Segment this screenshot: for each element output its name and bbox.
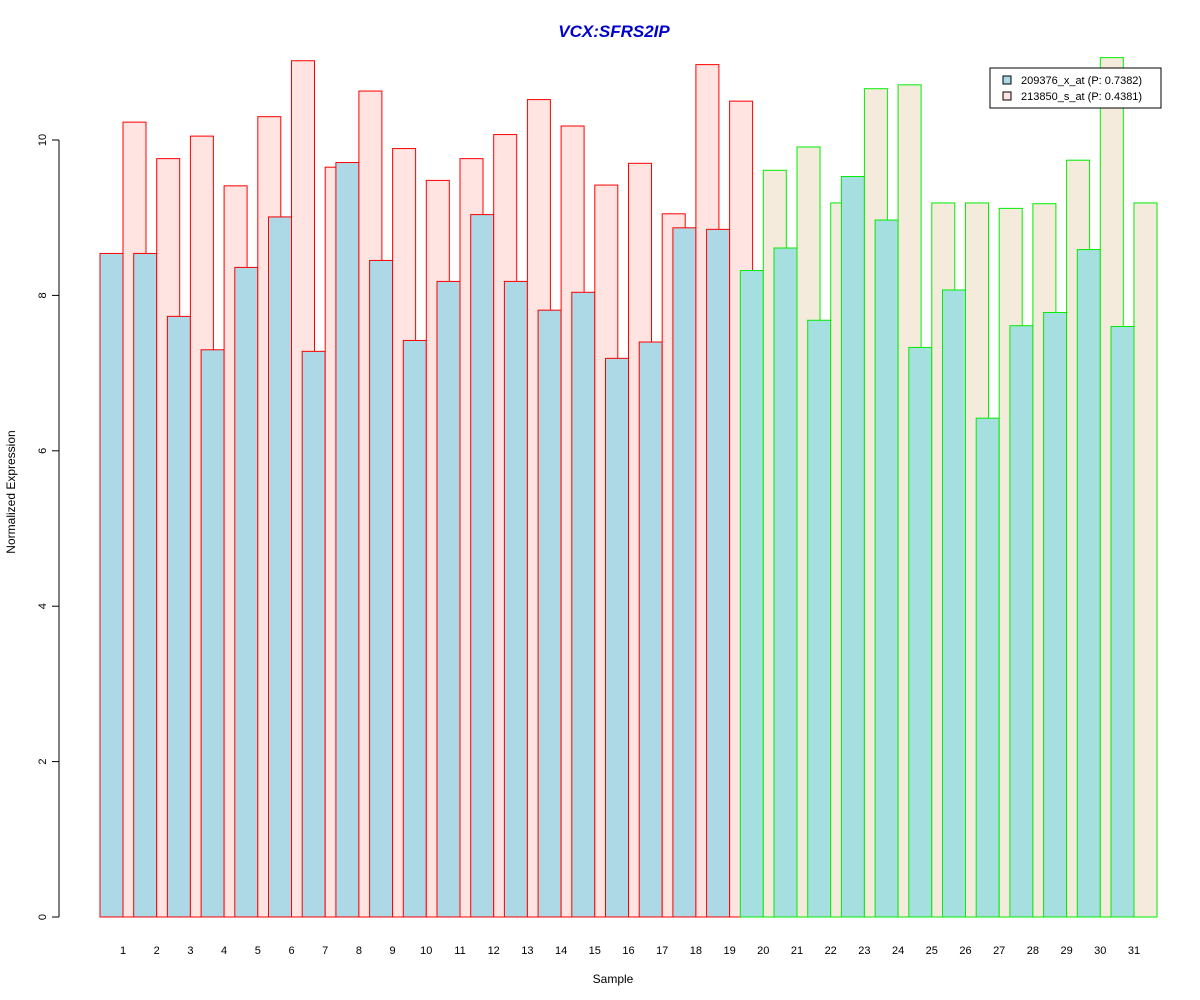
y-tick-label: 2 — [37, 759, 49, 765]
x-tick-label: 30 — [1094, 945, 1106, 957]
y-axis-label: Normalized Expression — [4, 430, 18, 553]
x-tick-label: 26 — [959, 945, 971, 957]
x-tick-label: 5 — [255, 945, 261, 957]
x-tick-label: 12 — [488, 945, 500, 957]
bar-s1-sample-19 — [706, 228, 731, 918]
bar-s1-sample-20 — [739, 270, 764, 918]
bar-s1-sample-11 — [436, 280, 461, 918]
x-tick-label: 8 — [356, 945, 362, 957]
legend-swatch-1 — [1002, 75, 1012, 85]
bar-s1-sample-21 — [773, 247, 798, 918]
bar-s1-sample-30 — [1076, 249, 1101, 918]
bar-s1-sample-27 — [975, 417, 1000, 918]
bar-s1-sample-3 — [166, 315, 191, 918]
x-tick-label: 9 — [390, 945, 396, 957]
x-tick-label: 13 — [521, 945, 533, 957]
x-tick-label: 6 — [288, 945, 294, 957]
bar-s1-sample-18 — [672, 227, 697, 918]
x-tick-label: 29 — [1060, 945, 1072, 957]
x-tick-label: 28 — [1027, 945, 1039, 957]
x-tick-label: 1 — [120, 945, 126, 957]
x-tick-label: 20 — [757, 945, 769, 957]
y-tick-label: 4 — [37, 603, 49, 609]
bar-s1-sample-12 — [470, 214, 495, 918]
bar-s1-sample-17 — [638, 341, 663, 918]
y-axis: 0 2 4 6 8 10 — [37, 134, 60, 920]
y-tick-label: 0 — [37, 914, 49, 920]
legend-box — [989, 67, 1162, 109]
bar-s1-sample-25 — [908, 346, 933, 918]
legend: 209376_x_at (P: 0.7382) 213850_s_at (P: … — [989, 67, 1162, 109]
bar-s1-sample-28 — [1009, 325, 1034, 918]
x-tick-label: 19 — [723, 945, 735, 957]
x-tick-label: 27 — [993, 945, 1005, 957]
y-tick-label: 6 — [37, 448, 49, 454]
bars — [99, 57, 1158, 918]
x-tick-label: 25 — [926, 945, 938, 957]
x-tick-labels: 1 2 3 4 5 6 7 8 9 10 11 12 13 14 15 16 17 18 19 20 21 22 23 24 2… — [120, 945, 1140, 957]
bar-s1-sample-10 — [402, 339, 427, 918]
bar-s2-sample-31 — [1133, 202, 1158, 918]
bar-s1-sample-7 — [301, 350, 326, 918]
bar-s1-sample-4 — [200, 349, 225, 918]
bar-s1-sample-15 — [571, 291, 596, 918]
x-tick-label: 4 — [221, 945, 227, 957]
bar-s1-sample-29 — [1043, 311, 1068, 918]
bar-s1-sample-22 — [807, 319, 832, 918]
x-tick-label: 7 — [322, 945, 328, 957]
bar-s1-sample-1 — [99, 252, 124, 918]
bar-s1-sample-9 — [369, 259, 394, 918]
x-tick-label: 23 — [858, 945, 870, 957]
x-tick-label: 2 — [154, 945, 160, 957]
x-axis-label: Sample — [593, 972, 634, 986]
x-tick-label: 11 — [454, 945, 465, 957]
legend-swatch-2 — [1002, 91, 1012, 101]
x-tick-label: 3 — [187, 945, 193, 957]
bar-s1-sample-13 — [503, 280, 528, 918]
bar-s1-sample-31 — [1110, 325, 1135, 918]
x-tick-label: 10 — [420, 945, 432, 957]
bar-s1-sample-16 — [605, 357, 629, 918]
bar-s1-sample-23 — [840, 176, 865, 918]
bar-s1-sample-24 — [874, 219, 899, 918]
x-tick-label: 22 — [825, 945, 837, 957]
x-tick-label: 31 — [1128, 945, 1140, 957]
x-tick-label: 24 — [892, 945, 904, 957]
legend-label-2: 213850_s_at (P: 0.4381) — [1021, 91, 1142, 103]
bar-s1-sample-5 — [234, 266, 259, 918]
x-tick-label: 15 — [589, 945, 601, 957]
bar-s1-sample-6 — [268, 216, 292, 918]
x-tick-label: 16 — [622, 945, 634, 957]
x-tick-label: 14 — [555, 945, 567, 957]
chart-title: VCX:SFRS2IP — [558, 22, 670, 41]
bar-s1-sample-2 — [133, 252, 158, 918]
y-tick-label: 10 — [37, 134, 49, 146]
legend-label-1: 209376_x_at (P: 0.7382) — [1021, 75, 1142, 87]
bar-s1-sample-8 — [335, 162, 360, 918]
x-tick-label: 21 — [791, 945, 803, 957]
x-tick-label: 18 — [690, 945, 702, 957]
y-tick-label: 8 — [37, 292, 49, 298]
x-tick-label: 17 — [656, 945, 668, 957]
bar-s1-sample-26 — [942, 289, 966, 918]
bar-s1-sample-14 — [537, 309, 562, 918]
